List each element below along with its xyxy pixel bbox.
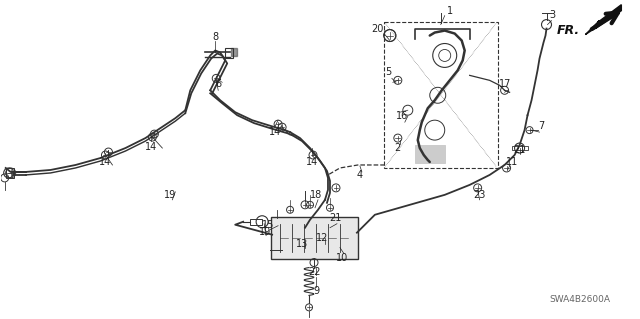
Text: 16: 16 bbox=[396, 111, 408, 121]
Text: 14: 14 bbox=[306, 157, 318, 167]
Text: 19: 19 bbox=[164, 190, 177, 200]
Text: 21: 21 bbox=[513, 145, 525, 155]
Text: 3: 3 bbox=[549, 10, 556, 20]
Bar bbox=[6, 168, 13, 178]
Text: 4: 4 bbox=[357, 170, 363, 180]
Text: 11: 11 bbox=[506, 157, 518, 167]
Text: 10: 10 bbox=[336, 253, 348, 263]
Text: SWA4B2600A: SWA4B2600A bbox=[549, 295, 610, 304]
Text: 2: 2 bbox=[395, 143, 401, 153]
FancyBboxPatch shape bbox=[271, 217, 358, 259]
Text: 14: 14 bbox=[269, 127, 281, 137]
Bar bbox=[511, 146, 527, 150]
Text: FR.: FR. bbox=[556, 24, 579, 37]
Text: 13: 13 bbox=[296, 239, 308, 249]
Text: 1: 1 bbox=[447, 6, 452, 16]
Text: 14: 14 bbox=[145, 142, 157, 152]
Text: 19: 19 bbox=[259, 227, 271, 237]
Text: 23: 23 bbox=[474, 190, 486, 200]
Text: 15: 15 bbox=[262, 220, 275, 230]
Bar bbox=[415, 145, 445, 163]
Text: 7: 7 bbox=[538, 121, 545, 131]
Text: 12: 12 bbox=[316, 233, 328, 243]
Text: 17: 17 bbox=[499, 79, 512, 89]
Text: 5: 5 bbox=[385, 67, 391, 78]
Text: 20: 20 bbox=[372, 24, 384, 33]
Text: 8: 8 bbox=[212, 32, 218, 41]
Bar bbox=[250, 219, 262, 225]
Text: 22: 22 bbox=[308, 266, 320, 277]
Bar bbox=[225, 48, 233, 58]
Text: 9: 9 bbox=[313, 286, 319, 296]
Bar bbox=[231, 48, 237, 56]
Polygon shape bbox=[586, 5, 621, 34]
Text: 18: 18 bbox=[310, 190, 322, 200]
Text: 21: 21 bbox=[329, 213, 341, 223]
Text: 14: 14 bbox=[99, 157, 111, 167]
Text: 6: 6 bbox=[215, 79, 221, 89]
